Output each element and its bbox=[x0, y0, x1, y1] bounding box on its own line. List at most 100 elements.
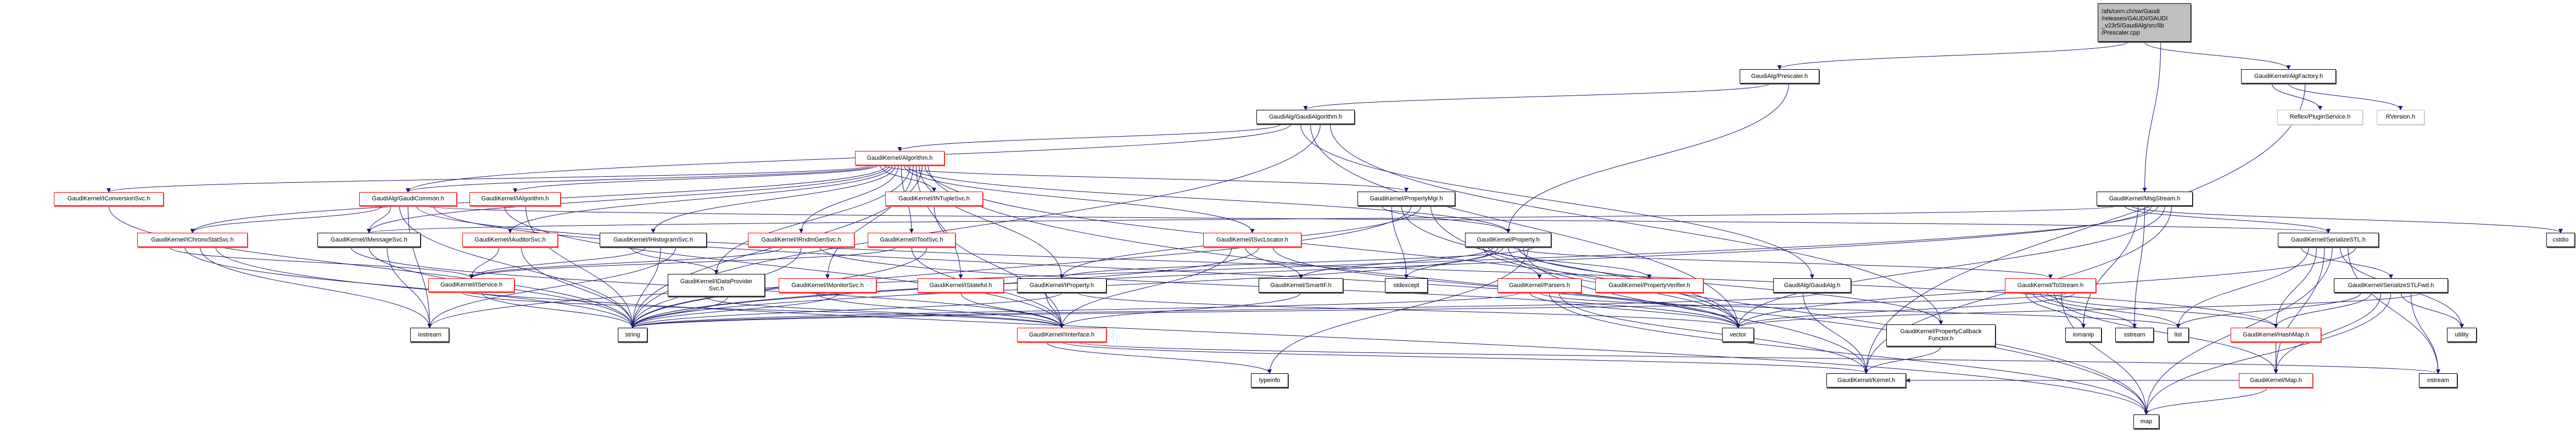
node-idataprovidersvc[interactable]: GaudiKernel/IDataProvider Svc.h bbox=[668, 274, 765, 296]
node-ostream[interactable]: ostream bbox=[2419, 373, 2457, 388]
edge-parsers-to-vector bbox=[1529, 292, 1740, 328]
node-iproperty[interactable]: GaudiKernel/IProperty.h bbox=[1017, 278, 1107, 293]
node-irndmgensvc[interactable]: GaudiKernel/IRndmGenSvc.h bbox=[748, 233, 854, 247]
node-sstream[interactable]: sstream bbox=[2115, 328, 2154, 342]
edge-gaudialgorithm-to-gaudicommon bbox=[406, 124, 1292, 193]
node-label: GaudiKernel/SerializeSTL.h bbox=[2291, 236, 2366, 243]
node-serializestl[interactable]: GaudiKernel/SerializeSTL.h bbox=[2278, 233, 2379, 247]
node-utility[interactable]: utility bbox=[2447, 328, 2477, 342]
node-label: Reflex/PluginService.h bbox=[2289, 114, 2351, 120]
edge-algfactory-to-kernel bbox=[1864, 83, 2306, 374]
edge-serializestlfwd-to-map_h bbox=[2273, 292, 2382, 374]
node-hashmap[interactable]: GaudiKernel/HashMap.h bbox=[2231, 328, 2321, 342]
edge-msgstream-to-vector bbox=[1736, 205, 2165, 328]
edge-serializestlfwd-to-hashmap bbox=[2273, 292, 2372, 328]
node-label: iomanip bbox=[2072, 331, 2094, 338]
edge-property-to-iproperty bbox=[1059, 246, 1534, 279]
node-pluginservice[interactable]: Reflex/PluginService.h bbox=[2277, 110, 2363, 125]
node-propertymgr[interactable]: GaudiKernel/PropertyMgr.h bbox=[1357, 192, 1455, 206]
node-label: GaudiKernel/IAuditorSvc.h bbox=[474, 236, 546, 243]
node-label: utility bbox=[2455, 331, 2469, 338]
node-label: GaudiKernel/IDataProvider Svc.h bbox=[680, 278, 753, 292]
node-label: GaudiKernel/IProperty.h bbox=[1029, 282, 1094, 289]
edge-iinterface-to-kernel bbox=[1061, 341, 1869, 374]
node-propertycallbackfunctor[interactable]: GaudiKernel/PropertyCallback Functor.h bbox=[1886, 324, 1996, 346]
node-iostream[interactable]: iostream bbox=[410, 328, 449, 342]
edge-msgstream-to-imessagesvc bbox=[367, 205, 2118, 233]
node-ichronostatsvc[interactable]: GaudiKernel/IChronoStatSvc.h bbox=[137, 233, 248, 247]
node-serializestlfwd[interactable]: GaudiKernel/SerializeSTLFwd.h bbox=[2334, 278, 2448, 293]
node-imonitorsvc[interactable]: GaudiKernel/IMonitorSvc.h bbox=[779, 278, 876, 293]
edge-irndmgensvc-to-iservice bbox=[469, 246, 783, 279]
edge-root-to-algfactory bbox=[2144, 41, 2291, 70]
edge-root-to-msgstream bbox=[2142, 41, 2161, 192]
node-label: GaudiKernel/SerializeSTLFwd.h bbox=[2348, 282, 2434, 289]
edge-propertymgr-to-vector bbox=[1401, 205, 1740, 328]
node-list[interactable]: list bbox=[2167, 328, 2189, 342]
edge-algorithm-to-ihistogramsvc bbox=[651, 165, 896, 233]
node-label: GaudiKernel/IInterface.h bbox=[1029, 331, 1095, 338]
node-vector[interactable]: vector bbox=[1722, 328, 1754, 342]
node-algfactory[interactable]: GaudiKernel/AlgFactory.h bbox=[2241, 69, 2336, 83]
edge-gaudicommon-to-ichronostatsvc bbox=[190, 205, 383, 233]
node-label: iostream bbox=[418, 331, 442, 338]
node-isvclocator[interactable]: GaudiKernel/ISvcLocator.h bbox=[1203, 233, 1301, 247]
node-label: cstdio bbox=[2552, 236, 2569, 243]
node-iservice[interactable]: GaudiKernel/IService.h bbox=[428, 278, 515, 292]
node-property[interactable]: GaudiKernel/Property.h bbox=[1465, 233, 1551, 247]
node-parsers[interactable]: GaudiKernel/Parsers.h bbox=[1497, 278, 1582, 293]
node-prescaler[interactable]: GaudiAlg/Prescaler.h bbox=[1740, 69, 1819, 83]
node-stdexcept[interactable]: stdexcept bbox=[1385, 278, 1428, 293]
node-intuplesvc[interactable]: GaudiKernel/INTupleSvc.h bbox=[885, 192, 983, 206]
edge-serializestl-to-serializestlfwd bbox=[2300, 246, 2393, 279]
node-label: ostream bbox=[2427, 377, 2449, 384]
node-gaudialg[interactable]: GaudiAlg/GaudiAlg.h bbox=[1773, 278, 1851, 293]
edge-algfactory-to-rversion bbox=[2288, 83, 2403, 110]
node-iconversionsvc[interactable]: GaudiKernel/IConversionSvc.h bbox=[54, 192, 164, 206]
node-label: /afs/cern.ch/sw/Gaudi /releases/GAUDI/GA… bbox=[2102, 8, 2168, 36]
node-typeinfo[interactable]: typeinfo bbox=[1251, 373, 1288, 388]
node-ialgorithm[interactable]: GaudiKernel/IAlgorithm.h bbox=[470, 192, 561, 206]
node-label: GaudiKernel/IToolSvc.h bbox=[880, 236, 943, 243]
node-gaudicommon[interactable]: GaudiAlg/GaudiCommon.h bbox=[359, 192, 457, 206]
node-label: GaudiAlg/GaudiAlg.h bbox=[1784, 282, 1841, 289]
edge-iauditorsvc-to-string bbox=[521, 246, 635, 328]
edge-gaudicommon-to-hashmap bbox=[416, 205, 2278, 328]
node-map-h[interactable]: GaudiKernel/Map.h bbox=[2239, 373, 2313, 388]
node-imessagesvc[interactable]: GaudiKernel/IMessageSvc.h bbox=[317, 233, 421, 247]
node-propertyverifier[interactable]: GaudiKernel/PropertyVerifier.h bbox=[1595, 278, 1703, 293]
node-label: GaudiKernel/IAlgorithm.h bbox=[481, 195, 549, 202]
node-root[interactable]: /afs/cern.ch/sw/Gaudi /releases/GAUDI/GA… bbox=[2098, 3, 2191, 42]
node-iauditorsvc[interactable]: GaudiKernel/IAuditorSvc.h bbox=[462, 233, 558, 247]
node-label: GaudiKernel/Kernel.h bbox=[1837, 377, 1896, 384]
node-rversion[interactable]: RVersion.h bbox=[2377, 110, 2424, 125]
edge-serializestl-to-map_h bbox=[2273, 246, 2325, 374]
node-kernel[interactable]: GaudiKernel/Kernel.h bbox=[1826, 373, 1906, 388]
node-msgstream[interactable]: GaudiKernel/MsgStream.h bbox=[2097, 192, 2193, 206]
node-smartif[interactable]: GaudiKernel/SmartIF.h bbox=[1259, 278, 1343, 293]
node-map[interactable]: map bbox=[2133, 414, 2159, 429]
node-itoolsvc[interactable]: GaudiKernel/IToolSvc.h bbox=[868, 233, 955, 247]
node-tostream[interactable]: GaudiKernel/ToStream.h bbox=[2005, 278, 2096, 293]
node-label: GaudiKernel/HashMap.h bbox=[2243, 331, 2309, 338]
node-cstdio[interactable]: cstdio bbox=[2546, 233, 2575, 247]
node-algorithm[interactable]: GaudiKernel/Algorithm.h bbox=[855, 151, 945, 165]
node-istateful[interactable]: GaudiKernel/IStateful.h bbox=[918, 278, 1004, 293]
node-iinterface[interactable]: GaudiKernel/IInterface.h bbox=[1017, 328, 1107, 342]
node-gaudialgorithm[interactable]: GaudiAlg/GaudiAlgorithm.h bbox=[1256, 110, 1355, 124]
edge-msgstream-to-sstream bbox=[2132, 205, 2145, 328]
edge-algorithm-to-iconversionsvc bbox=[107, 165, 872, 193]
edge-propertycallbackfunctor-to-kernel bbox=[1864, 346, 1941, 374]
edge-gaudialgorithm-to-algorithm bbox=[897, 124, 1282, 152]
edge-parsers-to-list bbox=[1539, 292, 2181, 328]
node-iomanip[interactable]: iomanip bbox=[2065, 328, 2102, 342]
edge-gaudialgorithm-to-propertycallbackfunctor bbox=[1329, 124, 1943, 325]
node-string[interactable]: string bbox=[618, 328, 647, 342]
edge-algorithm-to-gaudicommon bbox=[406, 165, 875, 193]
edge-msgstream-to-serializestl bbox=[2124, 205, 2331, 233]
edge-property-to-tostream bbox=[1513, 246, 2053, 279]
edge-map_h-to-map bbox=[2144, 387, 2268, 415]
node-ihistogramsvc[interactable]: GaudiKernel/IHistogramSvc.h bbox=[600, 233, 707, 247]
